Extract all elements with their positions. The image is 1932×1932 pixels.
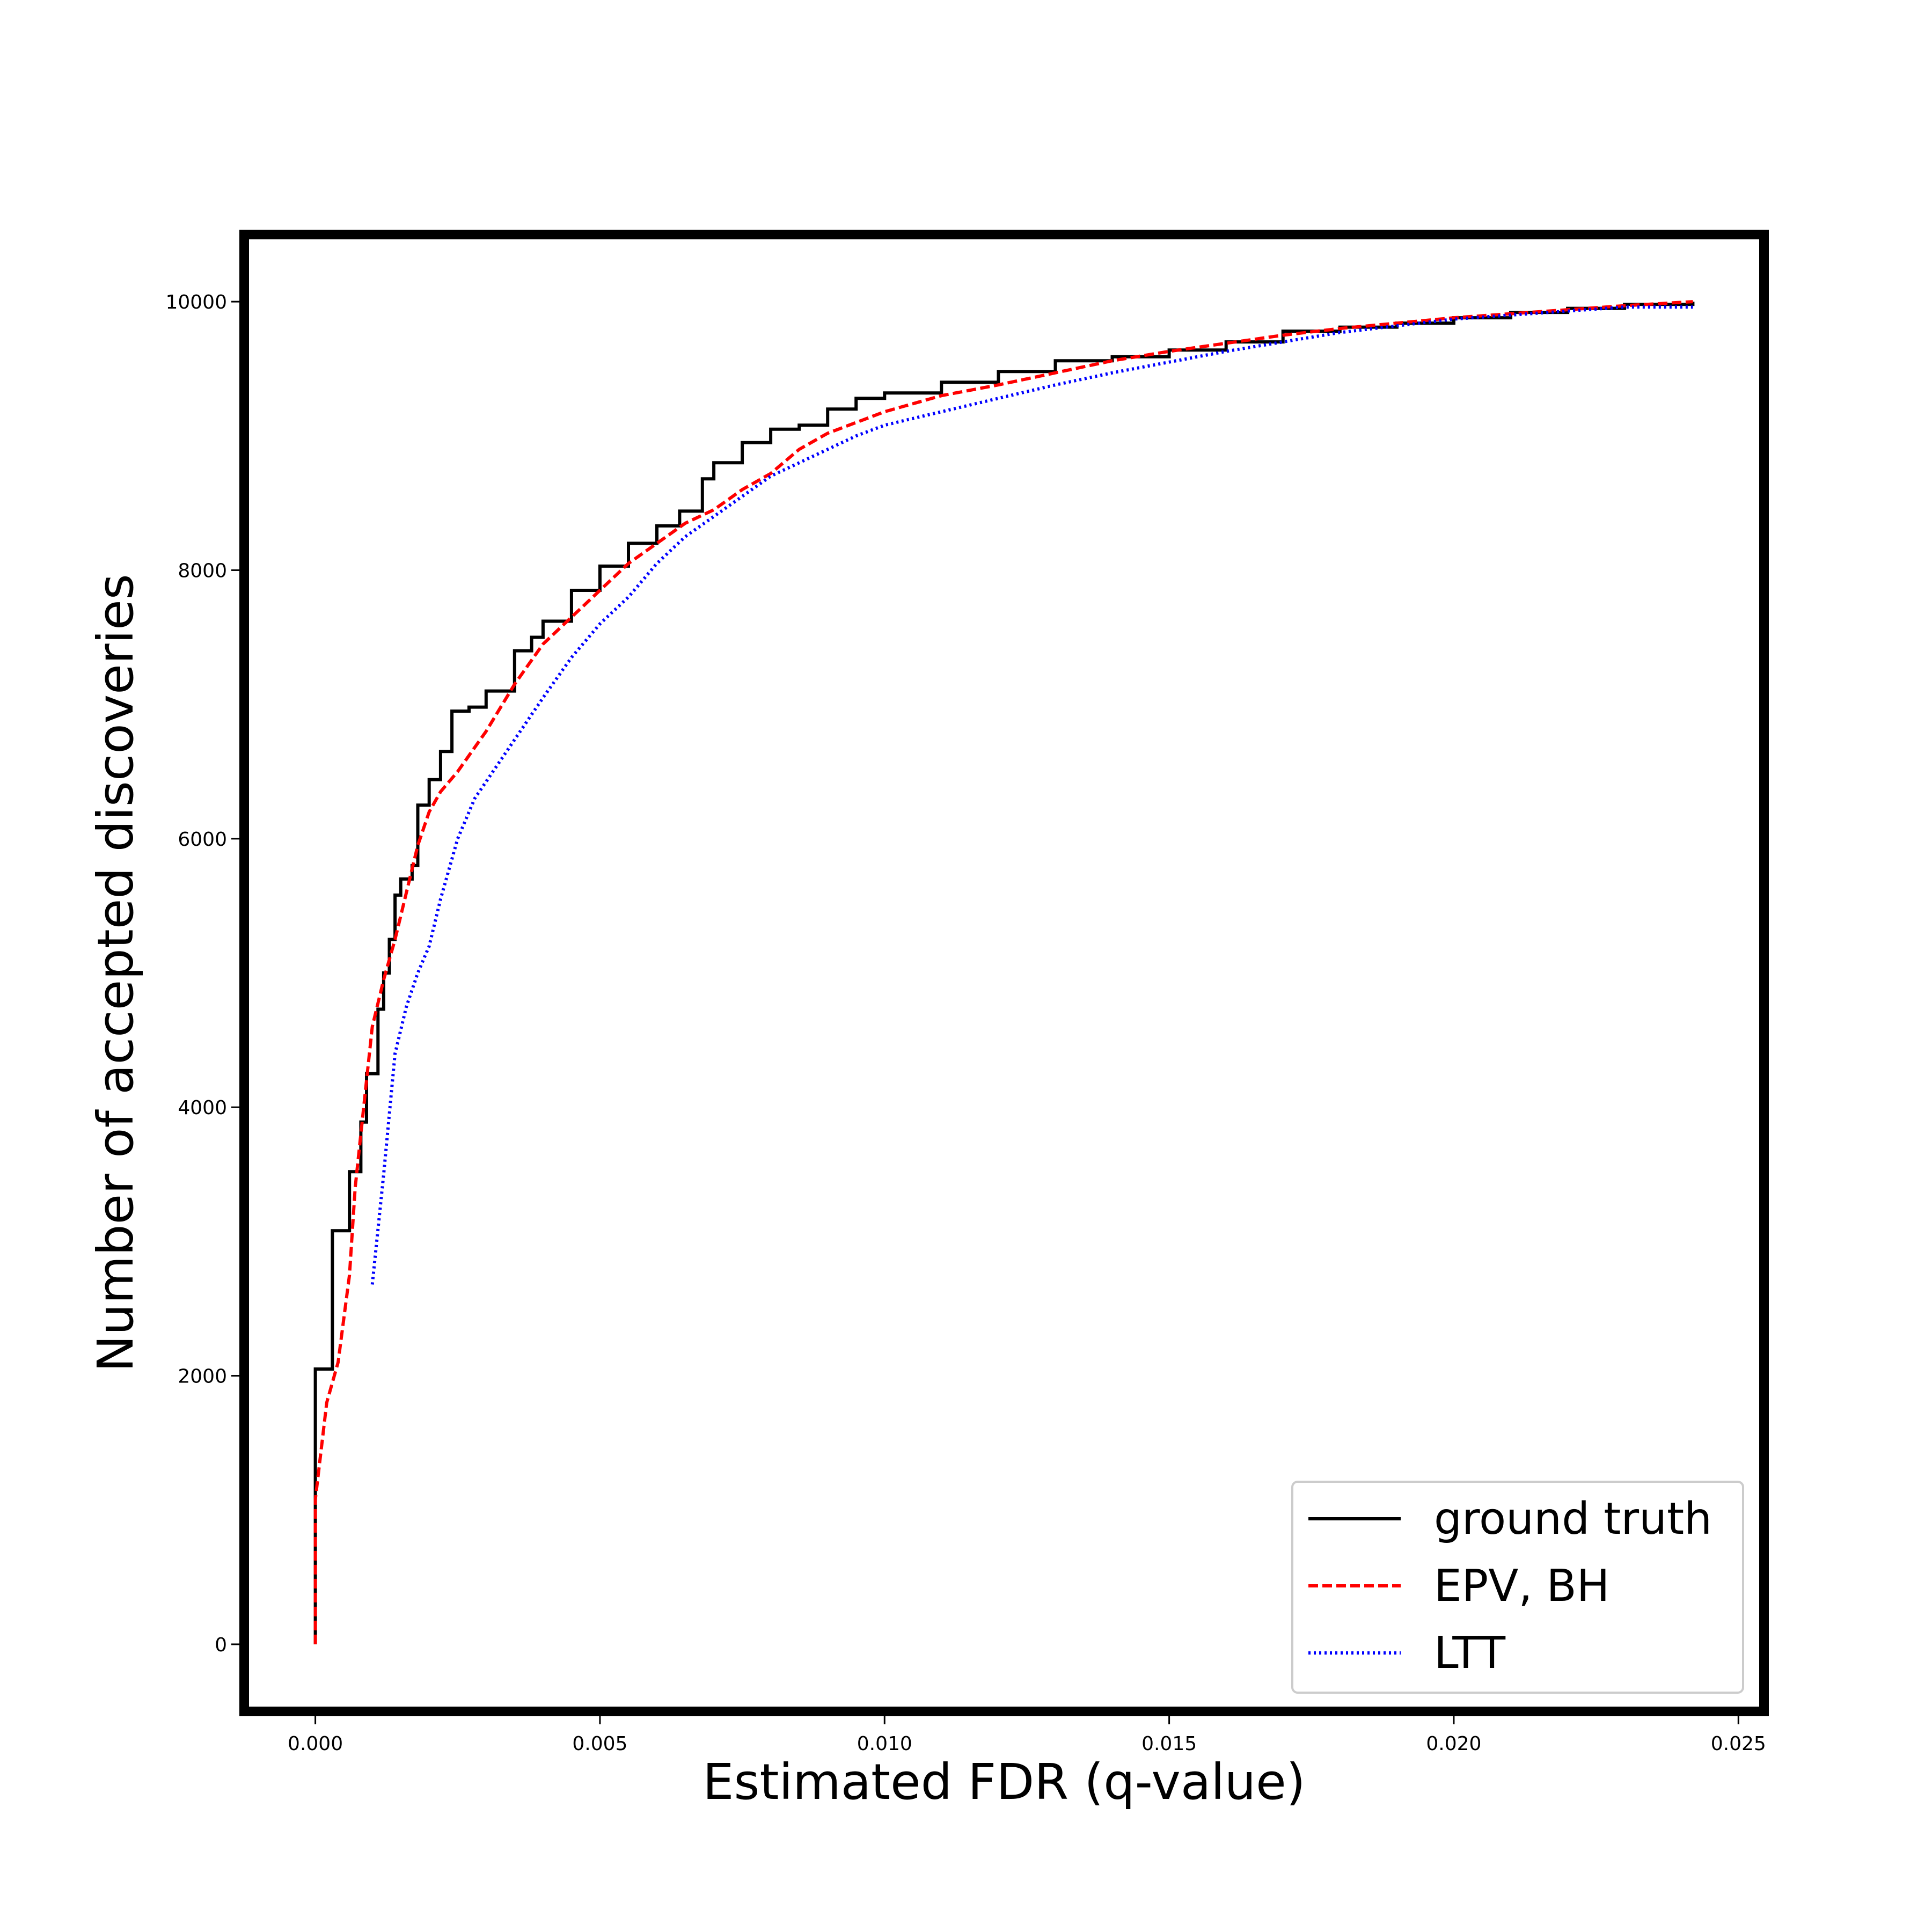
x-tick-label: 0.005 — [572, 1733, 627, 1755]
x-tick-label: 0.000 — [288, 1733, 343, 1755]
y-tick-label: 6000 — [178, 829, 227, 851]
y-tick-label: 8000 — [178, 560, 227, 582]
series-line-1 — [313, 300, 1693, 1644]
y-axis-label: Number of accepted discoveries — [87, 574, 144, 1372]
y-tick-label: 2000 — [178, 1366, 227, 1388]
x-tick-label: 0.010 — [857, 1733, 912, 1755]
y-tick-label: 10000 — [165, 291, 227, 313]
y-tick-label: 0 — [215, 1634, 227, 1656]
series-line-0 — [313, 302, 1695, 1644]
y-axis: 0 2000 4000 6000 8000 10000 — [165, 291, 239, 1656]
x-tick-label: 0.020 — [1426, 1733, 1481, 1755]
series-layer — [313, 300, 1695, 1644]
x-tick-label: 0.025 — [1711, 1733, 1766, 1755]
x-axis-label: Estimated FDR (q-value) — [702, 1753, 1305, 1811]
plot-frame — [239, 230, 1769, 1716]
y-tick-label: 4000 — [178, 1097, 227, 1119]
legend-box — [1291, 1481, 1744, 1694]
x-axis: 0.000 0.005 0.010 0.015 0.020 0.025 — [288, 1716, 1766, 1755]
series-line-2 — [370, 305, 1693, 1285]
legend-label: LTT — [1434, 1628, 1506, 1679]
legend-label: ground truth — [1434, 1494, 1712, 1545]
legend: ground truth EPV, BH LTT — [1291, 1481, 1744, 1694]
legend-label: EPV, BH — [1434, 1561, 1609, 1612]
x-tick-label: 0.015 — [1141, 1733, 1197, 1755]
